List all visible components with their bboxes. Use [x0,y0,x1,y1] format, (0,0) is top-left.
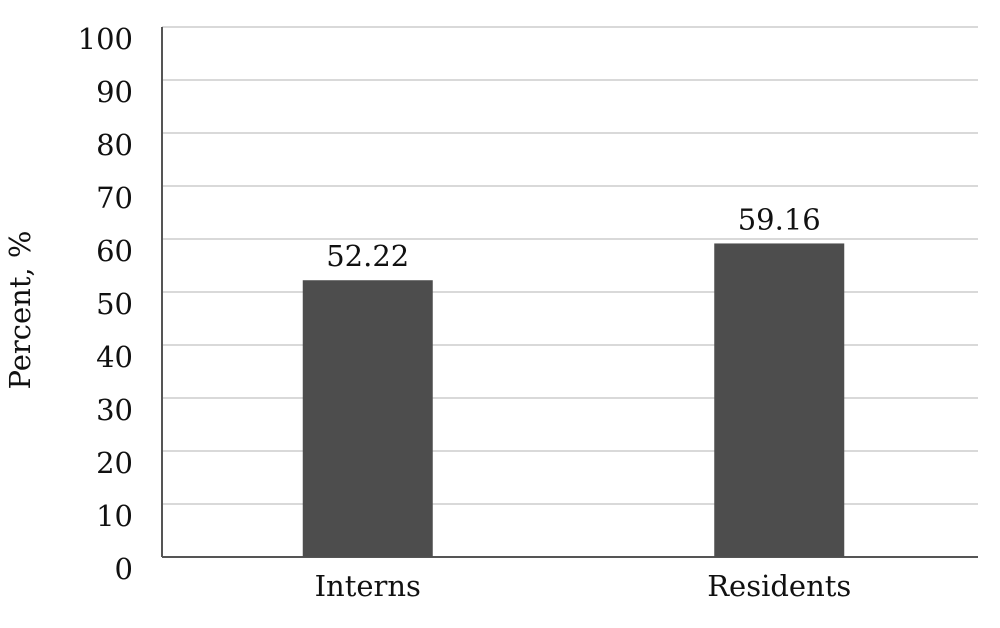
y-tick-label: 70 [96,181,133,215]
y-tick-label: 10 [96,499,133,533]
x-tick-label: Interns [315,569,421,603]
y-axis-label: Percent, % [3,231,37,390]
y-tick-label: 20 [96,446,133,480]
value-label: 52.22 [326,239,409,273]
x-tick-label: Residents [707,569,851,603]
y-tick-label: 60 [96,234,133,268]
bar [302,280,433,557]
value-label: 59.16 [738,202,821,236]
y-tick-label: 80 [96,128,133,162]
y-tick-label: 30 [96,393,133,427]
y-tick-label: 90 [96,75,133,109]
y-tick-label: 40 [96,340,133,374]
bar [714,243,845,557]
y-tick-label: 100 [78,22,133,56]
y-tick-label: 50 [96,287,133,321]
y-tick-label: 0 [115,552,133,586]
